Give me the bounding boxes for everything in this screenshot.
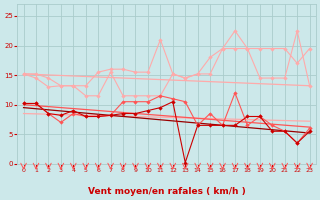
X-axis label: Vent moyen/en rafales ( km/h ): Vent moyen/en rafales ( km/h ) bbox=[88, 187, 245, 196]
